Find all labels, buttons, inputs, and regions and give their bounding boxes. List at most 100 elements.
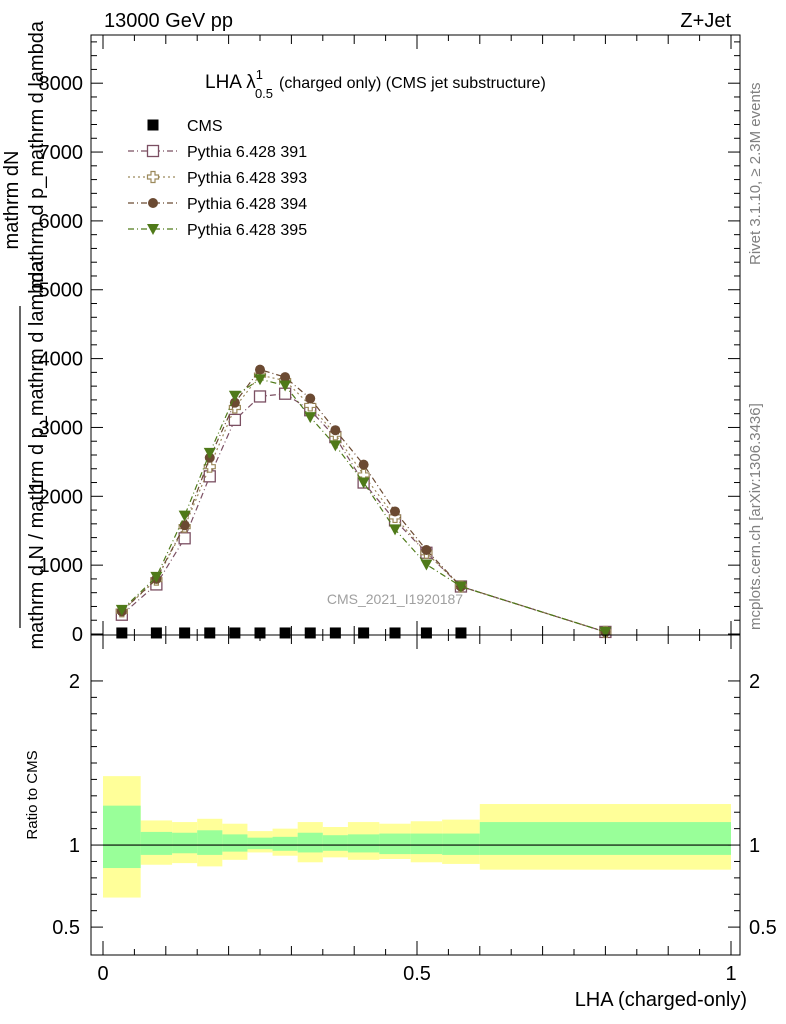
ratio-inner-band-bin [247,837,273,850]
ratio-inner-band-bin [140,831,173,855]
ratio-inner-band-bin [479,822,731,855]
ratio-y-tick-label-right: 1 [749,835,760,857]
main-series [115,364,612,639]
mcplots-label: mcplots.cern.ch [arXiv:1306.3436] [747,403,764,630]
series-pythia-6-428-395 [115,374,612,638]
chart-title-rest: (charged only) (CMS jet substructure) [279,75,546,92]
ratio-y-axis: 0.5 0.5 1 1 2 2 [52,671,777,939]
ratio-y-tick-label-right: 0.5 [749,917,777,939]
legend-label: Pythia 6.428 395 [187,222,307,239]
y-tick-label: 5000 [39,280,84,302]
y-tick-label: 8000 [39,73,84,95]
data-point [329,627,341,639]
data-point [454,581,467,593]
data-point [358,627,370,639]
legend-label: Pythia 6.428 394 [187,196,307,213]
data-point [279,627,291,639]
data-point [389,524,402,536]
legend-label: Pythia 6.428 391 [187,144,307,161]
ratio-inner-band-bin [272,836,298,851]
main-x-axis [102,35,732,635]
y-tick-label: 7000 [39,142,84,164]
y-tick-label: 2000 [39,486,84,508]
data-point [390,506,401,517]
x-axis-label: LHA (charged-only) [575,989,747,1011]
ratio-inner-band-bin [197,830,223,855]
data-point [599,626,612,638]
y-tick-label: 1000 [39,555,84,577]
data-point [179,627,191,639]
ratio-inner-band-bin [322,835,348,851]
legend-label: CMS [187,118,223,135]
data-point [229,397,240,408]
ratio-panel: 0.5 0.51 12 2 0 0.5 1 Ratio to CMS LHA (charg… [24,634,777,1011]
ratio-y-tick-label-right: 2 [749,671,760,693]
data-point [329,440,342,452]
rivet-version-label: Rivet 3.1.10, ≥ 2.3M events [747,83,764,266]
data-point [254,627,266,639]
ratio-bands [103,776,731,898]
ratio-inner-band-bin [410,833,443,855]
y-tick-label: 6000 [39,211,84,233]
ratio-ylabel: Ratio to CMS [24,750,41,839]
ratio-y-tick-label-left: 1 [69,835,80,857]
data-point [150,571,163,583]
data-point [420,627,432,639]
ratio-y-tick-label-left: 2 [69,671,80,693]
y-tick-label: 3000 [39,417,84,439]
data-point [228,390,241,402]
data-point [304,412,317,424]
data-point [304,627,316,639]
data-point [228,413,242,427]
chart-title-sub: 0.5 [255,86,273,101]
ratio-inner-band-bin [442,833,480,855]
data-point [253,390,267,403]
data-point [455,627,467,639]
ylabel-top-denominator: mathrm d p_mathrm d lambda [26,20,48,289]
data-point [178,532,191,545]
x-tick-label: 1 [725,963,736,985]
ratio-inner-band-bin [379,833,411,855]
ratio-y-tick-label-left: 0.5 [52,917,80,939]
data-point [229,627,241,639]
series-line [121,378,606,633]
data-point [254,374,266,386]
ratio-frame [90,634,741,956]
main-panel: 0 1000 2000 3000 4000 5000 6000 7000 8000 CMS_20… [1,20,741,650]
legend-marker [147,119,159,131]
ratio-inner-band-bin [222,834,248,852]
ratio-x-axis: 0 0.5 1 [97,635,737,985]
energy-label: 13000 GeV pp [104,10,233,32]
ylabel-one: 1 [26,480,48,491]
chart-title-main: LHA λ [205,72,256,93]
data-point [305,393,316,404]
data-point [255,364,265,375]
ratio-inner-band-bin [103,805,141,869]
chart-title: LHA λ1 0.5 (charged only) (CMS jet substru… [205,67,546,101]
series-cms [116,627,467,639]
chart-title-sup: 1 [256,67,263,82]
legend-marker [148,198,158,208]
legend-marker [146,170,160,184]
x-tick-label: 0 [97,963,108,985]
data-point [115,604,128,616]
ratio-inner-band-bin [172,832,198,854]
legend-label: Pythia 6.428 393 [187,170,307,187]
data-point [389,627,401,639]
x-tick-label: 0.5 [403,963,431,985]
data-point [280,372,291,383]
ylabel-top: mathrm dN [1,151,23,250]
legend-marker [146,144,160,158]
data-point [203,447,216,459]
data-point [178,510,191,522]
data-point [203,460,216,473]
analysis-watermark: CMS_2021_I1920187 [327,591,463,607]
data-point [150,627,162,639]
process-label: Z+Jet [680,10,731,32]
y-tick-label: 0 [72,624,83,646]
data-point [357,477,370,489]
ratio-inner-band-bin [347,834,380,853]
ylabel-bottom: mathrm d N / mathrm d p_mathrm d lambda [26,260,48,650]
legend-marker [147,224,159,235]
